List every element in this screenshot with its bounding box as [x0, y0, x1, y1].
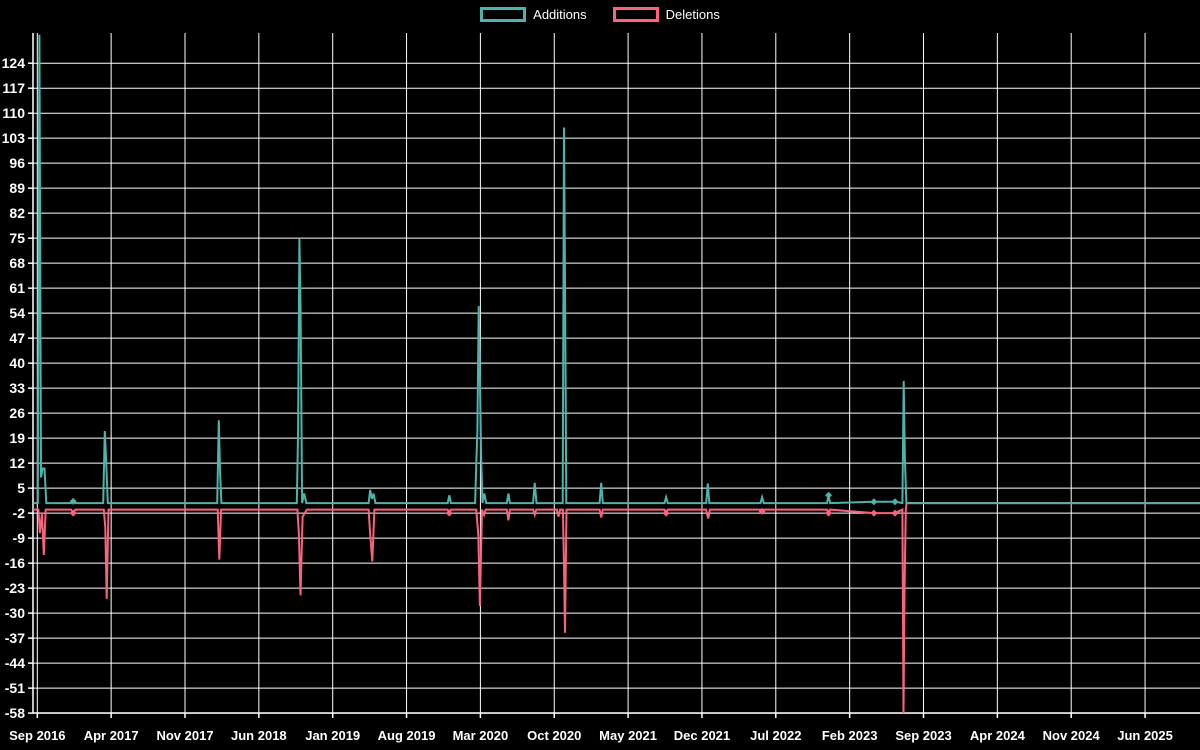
deletions-line: [33, 502, 1200, 714]
point-markers: [69, 491, 899, 517]
y-tick-label: 12: [9, 455, 25, 471]
additions-legend-label: Additions: [533, 7, 587, 22]
y-tick-label: 5: [17, 480, 25, 496]
data-series: [33, 34, 1200, 714]
x-tick-label: Apr 2017: [84, 728, 139, 743]
deletions-legend-label: Deletions: [665, 7, 720, 22]
y-tick-label: 75: [9, 230, 25, 246]
x-tick-label: Jun 2018: [231, 728, 287, 743]
y-tick-label: 40: [9, 355, 25, 371]
x-tick-label: Sep 2016: [9, 728, 65, 743]
y-tick-label: 117: [2, 80, 25, 96]
y-tick-label: -9: [13, 530, 26, 546]
y-tick-label: -16: [5, 555, 25, 571]
y-tick-label: 61: [9, 280, 25, 296]
y-tick-label: 47: [9, 330, 25, 346]
x-tick-label: Jun 2025: [1117, 728, 1173, 743]
additions-marker-diamond-icon: [891, 498, 899, 506]
y-tick-label: -51: [5, 680, 25, 696]
additions-marker-diamond-icon: [69, 497, 77, 505]
axis-labels: 124 117 110 103 96 89 82 75 68 61 54 47 40 33 26 19 12 5 -…: [2, 55, 1173, 743]
y-tick-label: -2: [13, 505, 26, 521]
x-tick-label: Dec 2021: [674, 728, 730, 743]
y-tick-label: 103: [2, 130, 26, 146]
y-tick-label: -23: [5, 580, 25, 596]
x-tick-label: Nov 2017: [156, 728, 213, 743]
x-tick-label: Feb 2023: [822, 728, 878, 743]
y-tick-label: 68: [9, 255, 25, 271]
y-tick-label: 110: [2, 105, 25, 121]
x-tick-label: Aug 2019: [378, 728, 436, 743]
chart-legend: Additions Deletions: [0, 7, 1200, 22]
legend-item-deletions[interactable]: Deletions: [612, 7, 720, 22]
axes: [28, 33, 1200, 718]
additions-swatch-icon: [480, 7, 527, 22]
x-tick-label: Jul 2022: [750, 728, 801, 743]
deletions-marker-diamond-icon: [758, 507, 766, 515]
gridlines: [33, 33, 1200, 714]
y-tick-label: 26: [9, 405, 25, 421]
legend-item-additions[interactable]: Additions: [480, 7, 587, 22]
y-tick-label: 19: [9, 430, 25, 446]
y-tick-label: -30: [5, 605, 25, 621]
deletions-marker-diamond-icon: [69, 509, 77, 517]
y-tick-label: -37: [5, 630, 25, 646]
y-tick-label: -58: [5, 705, 25, 721]
x-tick-label: Apr 2024: [970, 728, 1026, 743]
deletions-marker-diamond-icon: [870, 509, 878, 517]
y-tick-label: 54: [9, 305, 25, 321]
deletions-marker-diamond-icon: [662, 509, 670, 517]
y-tick-label: 89: [9, 180, 25, 196]
deletions-marker-diamond-icon: [825, 509, 833, 517]
additions-marker-diamond-icon: [825, 491, 833, 499]
x-tick-label: Jan 2019: [305, 728, 360, 743]
y-tick-label: 124: [2, 55, 26, 71]
x-tick-label: Sep 2023: [895, 728, 951, 743]
y-tick-label: 33: [9, 380, 25, 396]
x-tick-label: Mar 2020: [453, 728, 509, 743]
additions-marker-diamond-icon: [870, 498, 878, 506]
x-tick-label: May 2021: [599, 728, 657, 743]
y-tick-label: -44: [5, 655, 25, 671]
y-tick-label: 82: [9, 205, 25, 221]
additions-line: [33, 34, 1200, 505]
y-tick-label: 96: [9, 155, 25, 171]
x-tick-label: Nov 2024: [1043, 728, 1101, 743]
deletions-marker-diamond-icon: [891, 509, 899, 517]
x-tick-label: Oct 2020: [527, 728, 581, 743]
deletions-swatch-icon: [612, 7, 659, 22]
deletions-marker-diamond-icon: [445, 509, 453, 517]
